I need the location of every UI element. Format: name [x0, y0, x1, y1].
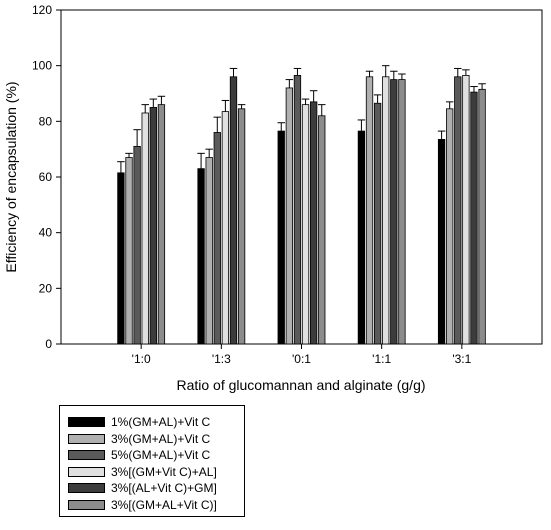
legend-label: 3%[(GM+AL+Vit C)] — [111, 497, 217, 512]
bar — [309, 101, 318, 345]
bar — [318, 115, 326, 345]
bar — [301, 104, 310, 345]
legend-swatch — [68, 499, 105, 510]
bar — [293, 75, 302, 345]
legend-label: 5%(GM+AL)+Vit C — [111, 448, 211, 462]
bar — [462, 75, 470, 345]
bar — [390, 79, 398, 345]
x-tick-label: '3:1 — [452, 352, 471, 366]
x-tick-label: '1:0 — [132, 352, 151, 366]
bar — [197, 168, 205, 345]
x-axis-label: Ratio of glucomannan and alginate (g/g) — [176, 377, 425, 393]
legend-label: 3%(GM+AL)+Vit C — [111, 431, 211, 446]
legend-item: 1%(GM+AL)+Vit C — [68, 414, 210, 430]
bar — [117, 172, 125, 345]
bar — [205, 157, 213, 345]
legend-swatch — [68, 450, 105, 460]
y-tick-label: 20 — [39, 281, 53, 295]
legend-item: 3%[(GM+AL+Vit C)] — [68, 497, 217, 513]
bar — [229, 76, 238, 345]
bar — [237, 108, 246, 345]
x-axis: '1:0 '1:3 '0:1 '1:1 '3:1 — [132, 344, 472, 366]
legend-swatch — [68, 417, 105, 427]
legend-item: 3%[(AL+Vit C)+GM] — [68, 480, 217, 496]
legend-item: 5%(GM+AL)+Vit C — [68, 447, 210, 463]
bar — [357, 130, 366, 345]
legend: 1%(GM+AL)+Vit C 3%(GM+AL)+Vit C 5%(GM+AL)+… — [59, 405, 245, 517]
legend-swatch — [68, 466, 105, 477]
bar — [437, 139, 446, 345]
legend-swatch — [68, 433, 105, 444]
x-tick-label: '1:1 — [372, 352, 391, 366]
bar — [133, 145, 141, 345]
bars-layer — [117, 65, 486, 345]
bar — [365, 76, 374, 345]
bar — [373, 102, 382, 345]
legend-item: 3%[(GM+Vit C)+AL] — [68, 464, 217, 480]
legend-label: 1%(GM+AL)+Vit C — [111, 415, 211, 429]
bar — [285, 87, 294, 345]
x-tick-label: '1:3 — [212, 352, 231, 366]
bar — [454, 76, 462, 345]
y-tick-label: 60 — [39, 170, 53, 184]
legend-swatch — [68, 483, 105, 493]
legend-label: 3%[(GM+Vit C)+AL] — [111, 464, 217, 479]
bar — [398, 79, 406, 345]
bar — [221, 111, 230, 345]
y-tick-label: 0 — [45, 337, 52, 351]
y-axis-label: Efficiency of encapsulation (%) — [3, 81, 19, 272]
bar — [478, 88, 486, 345]
y-tick-label: 80 — [39, 114, 53, 128]
y-tick-label: 100 — [32, 59, 52, 73]
x-tick-label: '0:1 — [292, 352, 311, 366]
bar — [157, 104, 166, 345]
legend-item: 3%(GM+AL)+Vit C — [68, 431, 210, 447]
bar — [470, 91, 478, 345]
bar — [382, 76, 390, 345]
bar — [446, 108, 454, 345]
bar — [125, 157, 133, 345]
plot-area — [60, 9, 543, 345]
bar — [149, 107, 157, 345]
bar — [213, 132, 221, 345]
y-tick-label: 120 — [32, 3, 52, 17]
bar — [141, 112, 149, 345]
y-axis: 0 20 40 60 80 100 120 — [32, 3, 61, 351]
bar — [277, 130, 285, 345]
y-tick-label: 40 — [39, 226, 53, 240]
legend-label: 3%[(AL+Vit C)+GM] — [111, 481, 217, 495]
